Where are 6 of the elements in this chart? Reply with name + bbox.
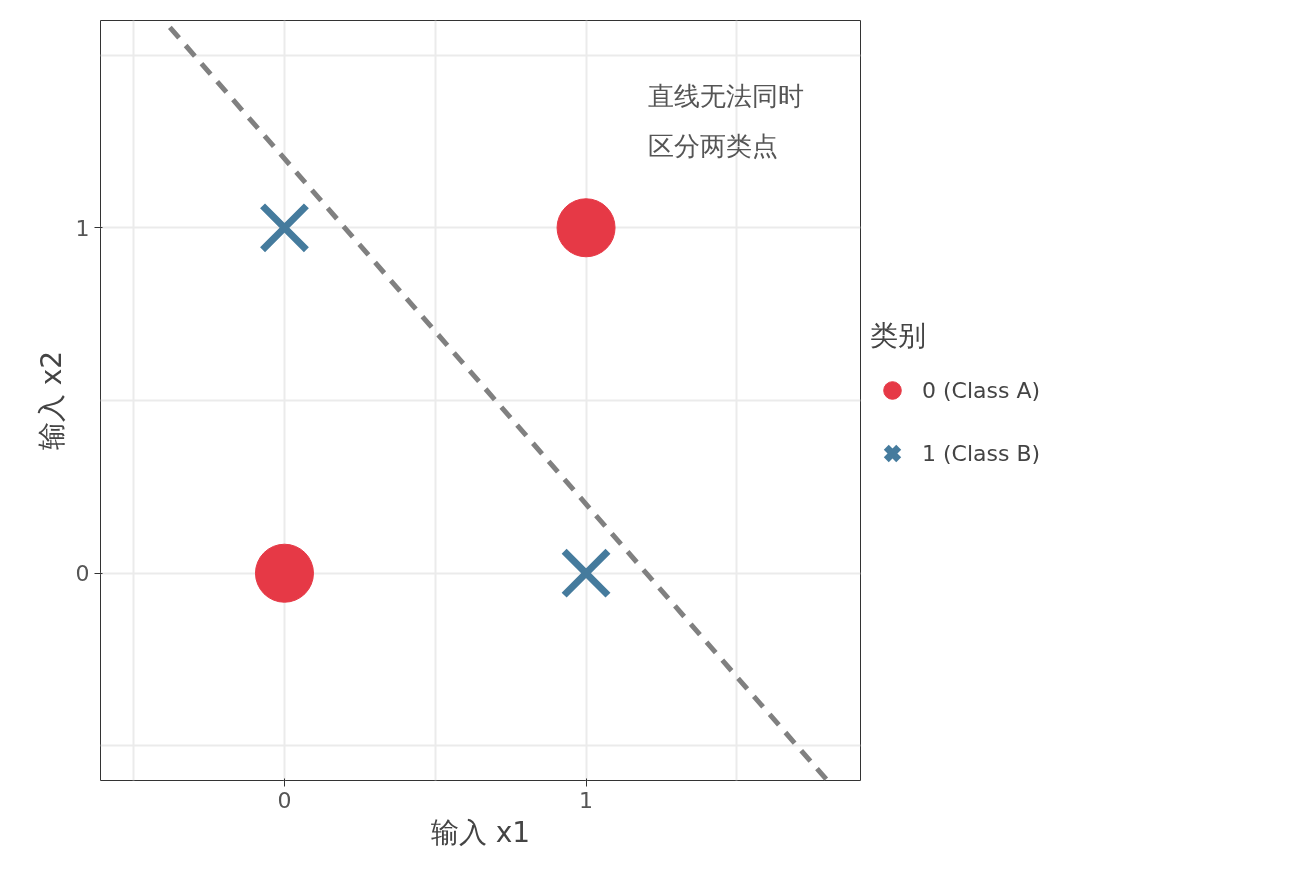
x-axis-title: 输入 x1 [430, 815, 531, 849]
annotation: 直线无法同时区分两类点 [647, 81, 804, 161]
y-axis-title: 输入 x2 [34, 350, 68, 451]
legend-title: 类别 [870, 318, 927, 354]
legend-label: 0 (Class A) [922, 377, 1041, 403]
legend-label: 1 (Class B) [922, 440, 1041, 466]
